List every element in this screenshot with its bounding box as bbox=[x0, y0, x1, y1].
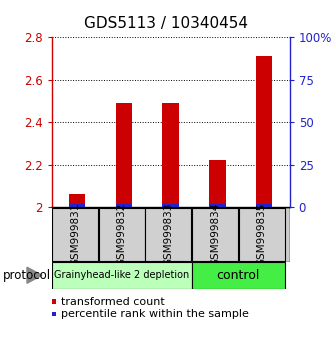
Text: GSM999834: GSM999834 bbox=[210, 203, 220, 266]
Bar bbox=[52, 207, 290, 262]
Text: GSM999833: GSM999833 bbox=[163, 203, 173, 266]
Bar bbox=[116, 204, 132, 207]
Polygon shape bbox=[27, 267, 42, 283]
Text: transformed count: transformed count bbox=[61, 297, 165, 307]
Text: control: control bbox=[217, 269, 260, 282]
Bar bbox=[69, 194, 86, 207]
Bar bbox=[163, 204, 179, 207]
Bar bbox=[52, 208, 98, 261]
Bar bbox=[116, 103, 132, 207]
Bar bbox=[52, 262, 192, 289]
Text: percentile rank within the sample: percentile rank within the sample bbox=[61, 309, 249, 319]
Text: Grainyhead-like 2 depletion: Grainyhead-like 2 depletion bbox=[54, 270, 189, 280]
Text: GDS5113 / 10340454: GDS5113 / 10340454 bbox=[85, 16, 248, 31]
Bar bbox=[239, 208, 285, 261]
Bar bbox=[209, 160, 225, 207]
Bar bbox=[209, 204, 225, 207]
Bar bbox=[192, 262, 285, 289]
Bar bbox=[146, 208, 191, 261]
Bar bbox=[256, 204, 272, 207]
Text: protocol: protocol bbox=[3, 269, 52, 282]
Text: GSM999832: GSM999832 bbox=[117, 203, 127, 266]
Bar bbox=[69, 204, 86, 207]
Bar bbox=[256, 56, 272, 207]
Bar bbox=[99, 208, 145, 261]
Bar bbox=[163, 103, 179, 207]
Text: GSM999835: GSM999835 bbox=[257, 203, 267, 266]
Bar bbox=[192, 208, 238, 261]
Text: GSM999831: GSM999831 bbox=[70, 203, 80, 266]
